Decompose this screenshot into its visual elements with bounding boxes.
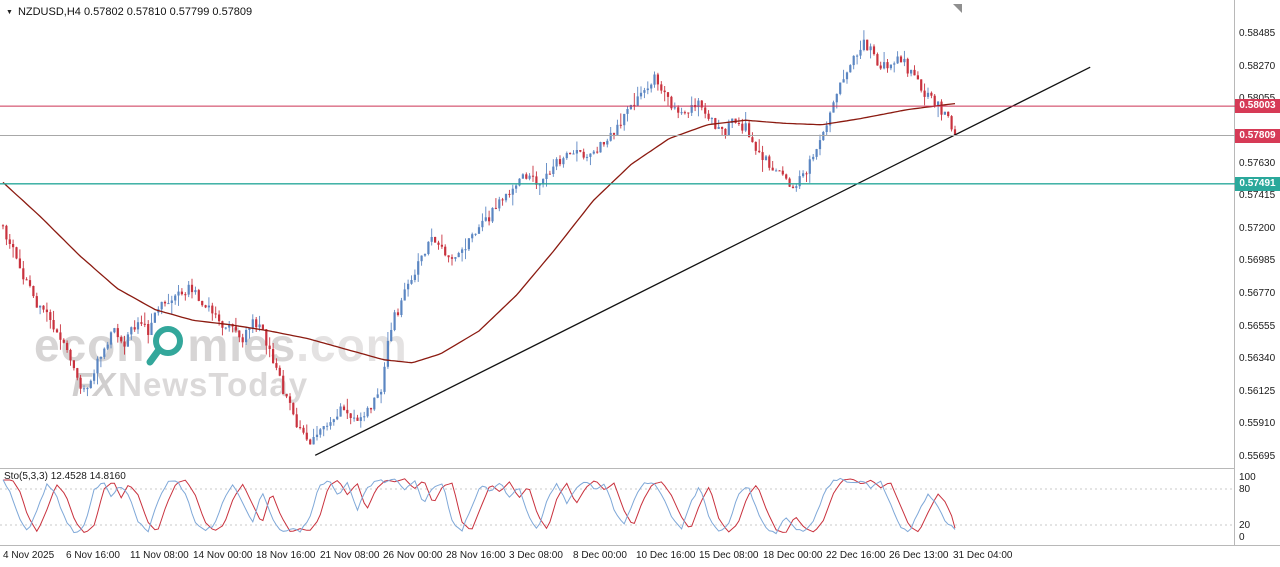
price-axis-label: 0.56985: [1239, 255, 1276, 266]
watermark-text: NewsToday: [118, 366, 309, 403]
time-axis-label: 28 Nov 16:00: [446, 550, 506, 561]
price-axis-label: 0.58055: [1239, 93, 1275, 104]
ohlc-info-text: NZDUSD,H4 0.57802 0.57810 0.57799 0.5780…: [17, 6, 253, 18]
scroll-indicator-icon[interactable]: [953, 4, 962, 13]
price-axis[interactable]: 0.58485 0.58270 0.58055 0.57630 0.57415 0.572…: [1235, 0, 1280, 545]
price-axis-label: 0.56340: [1239, 353, 1276, 364]
symbol-marker-icon: ▼: [6, 8, 13, 16]
price-badge: 0.57809: [1235, 129, 1280, 143]
price-axis-label: 0.55695: [1239, 451, 1276, 462]
price-badge: 0.58003: [1235, 99, 1280, 113]
stochastic-axis-label: 80: [1239, 484, 1251, 495]
time-axis-label: 3 Dec 08:00: [509, 550, 563, 561]
ohlc-info-bar: ▼ NZDUSD,H4 0.57802 0.57810 0.57799 0.57…: [6, 6, 252, 18]
time-axis-label: 21 Nov 08:00: [320, 550, 380, 561]
watermark-line2: FXNewsToday: [72, 366, 408, 404]
time-axis-label: 22 Dec 16:00: [826, 550, 886, 561]
stochastic-axis-label: 0: [1239, 532, 1245, 543]
time-axis-label: 10 Dec 16:00: [636, 550, 696, 561]
time-axis[interactable]: 4 Nov 2025 6 Nov 16:00 11 Nov 08:00 14 Nov …: [0, 546, 1280, 567]
stochastic-axis-label: 20: [1239, 520, 1251, 531]
price-axis-label: 0.56555: [1239, 321, 1276, 332]
time-axis-label: 11 Nov 08:00: [130, 550, 189, 561]
time-axis-label: 15 Dec 08:00: [699, 550, 759, 561]
stochastic-axis-label: 100: [1239, 472, 1256, 483]
stochastic-panel[interactable]: Sto(5,3,3) 12.4528 14.8160: [0, 469, 1236, 545]
main-chart-area[interactable]: econ mies .com FXNewsToday ▼ NZDUSD,H4 0.5…: [0, 0, 1236, 470]
axis-separator: [0, 545, 1280, 546]
price-axis-label: 0.57630: [1239, 158, 1276, 169]
time-axis-label: 26 Dec 13:00: [889, 550, 949, 561]
watermark-fx-logo: FX: [72, 366, 117, 403]
time-axis-label: 18 Dec 00:00: [763, 550, 823, 561]
price-axis-label: 0.56770: [1239, 288, 1276, 299]
time-axis-label: 31 Dec 04:00: [953, 550, 1013, 561]
price-axis-label: 0.58485: [1239, 28, 1276, 39]
candlestick-chart-canvas[interactable]: [0, 0, 1236, 470]
time-axis-label: 14 Nov 00:00: [193, 550, 253, 561]
axis-border: [1234, 0, 1235, 545]
time-axis-label: 4 Nov 2025: [3, 550, 55, 561]
time-axis-label: 26 Nov 00:00: [383, 550, 443, 561]
price-axis-label: 0.55910: [1239, 418, 1276, 429]
magnifier-icon: [146, 324, 186, 366]
price-axis-label: 0.56125: [1239, 386, 1276, 397]
time-axis-label: 8 Dec 00:00: [573, 550, 627, 561]
price-badge: 0.57491: [1235, 177, 1280, 191]
time-axis-label: 6 Nov 16:00: [66, 550, 120, 561]
indicator-label: Sto(5,3,3) 12.4528 14.8160: [4, 471, 126, 482]
price-axis-label: 0.58270: [1239, 61, 1276, 72]
watermark-text: econ: [34, 319, 146, 371]
price-axis-label: 0.57200: [1239, 223, 1276, 234]
time-axis-label: 18 Nov 16:00: [256, 550, 316, 561]
stochastic-canvas[interactable]: [0, 469, 1236, 545]
panel-separator[interactable]: [0, 468, 1280, 469]
price-axis-label: 0.57415: [1239, 190, 1276, 201]
watermark-text: mies: [187, 319, 297, 371]
